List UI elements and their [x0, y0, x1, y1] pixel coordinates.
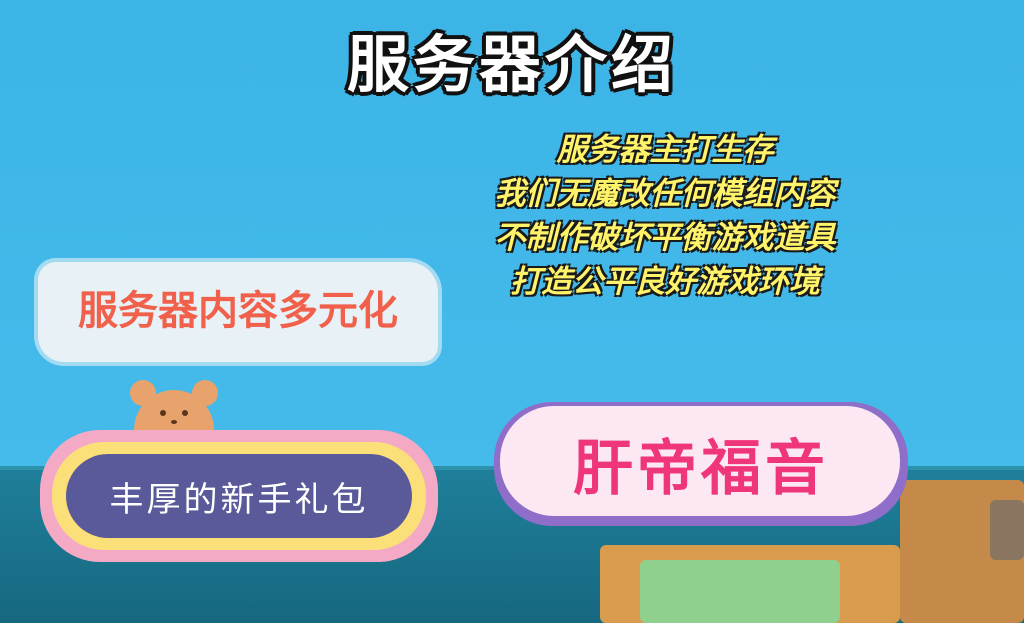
intro-line: 服务器主打生存	[556, 132, 774, 168]
island-rock-top	[990, 500, 1024, 560]
intro-line: 不制作破坏平衡游戏道具	[494, 220, 836, 256]
gospel-badge-label: 肝帝福音	[573, 434, 829, 504]
gospel-badge	[494, 402, 908, 526]
gift-badge-label: 丰厚的新手礼包	[109, 480, 369, 520]
brush-banner	[38, 262, 438, 362]
page-title: 服务器介绍	[346, 28, 677, 101]
island-grass	[640, 560, 840, 623]
intro-line: 打造公平良好游戏环境	[510, 264, 820, 300]
gift-badge	[40, 430, 438, 562]
intro-line: 我们无魔改任何模组内容	[494, 176, 836, 212]
intro-text-block: 服务器主打生存 我们无魔改任何模组内容 不制作破坏平衡游戏道具 打造公平良好游戏…	[430, 128, 900, 304]
diverse-content-label: 服务器内容多元化	[78, 288, 398, 334]
